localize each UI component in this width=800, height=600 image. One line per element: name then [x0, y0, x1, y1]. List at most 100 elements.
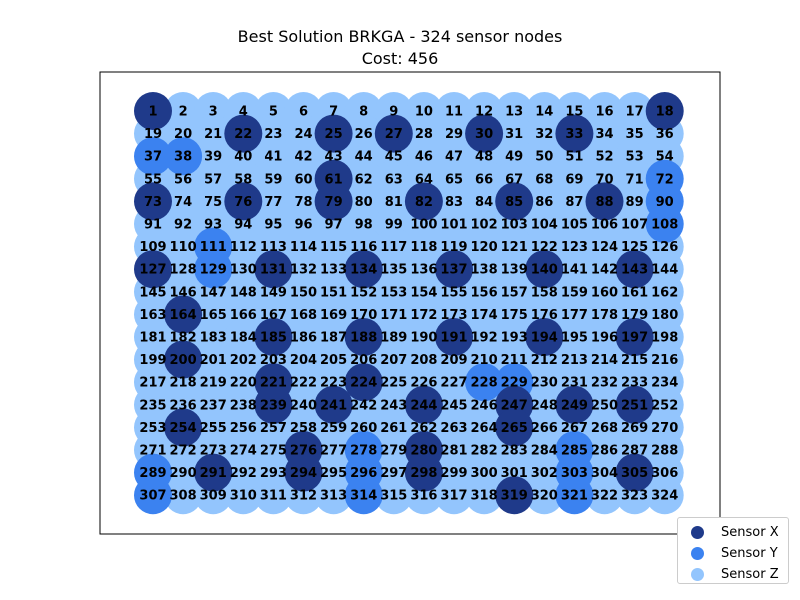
sensor-node-38 [164, 137, 203, 176]
sensor-label-256: 256 [230, 421, 257, 436]
sensor-label-250: 250 [591, 398, 618, 413]
sensor-label-191: 191 [440, 331, 467, 346]
sensor-label-155: 155 [440, 285, 467, 300]
sensor-label-89: 89 [626, 195, 644, 210]
sensor-label-175: 175 [501, 308, 528, 323]
sensor-node-164 [164, 295, 203, 334]
sensor-node-108 [645, 205, 684, 243]
sensor-label-297: 297 [380, 466, 407, 481]
sensor-label-272: 272 [170, 444, 197, 459]
sensor-label-246: 246 [471, 398, 498, 413]
sensor-label-183: 183 [200, 331, 227, 346]
sensor-label-195: 195 [561, 331, 588, 346]
sensor-node-140 [525, 250, 564, 289]
sensor-label-151: 151 [320, 285, 347, 300]
sensor-node-228 [465, 363, 504, 402]
sensor-label-44: 44 [355, 150, 373, 165]
sensor-label-36: 36 [656, 127, 674, 142]
sensor-label-282: 282 [471, 444, 498, 459]
sensor-label-123: 123 [561, 240, 588, 255]
legend-marker [691, 526, 704, 539]
sensor-label-136: 136 [410, 263, 437, 278]
sensor-label-56: 56 [174, 172, 192, 187]
sensor-label-269: 269 [621, 421, 648, 436]
sensor-label-60: 60 [294, 172, 312, 187]
sensor-label-38: 38 [174, 150, 192, 165]
sensor-label-13: 13 [505, 105, 523, 120]
sensor-node-239 [254, 385, 293, 424]
sensor-label-314: 314 [350, 489, 377, 504]
sensor-label-267: 267 [561, 421, 588, 436]
sensor-label-39: 39 [204, 150, 222, 165]
sensor-label-72: 72 [656, 172, 674, 187]
sensor-label-64: 64 [415, 172, 433, 187]
sensor-label-204: 204 [290, 353, 317, 368]
sensor-label-233: 233 [621, 376, 648, 391]
sensor-label-194: 194 [531, 331, 558, 346]
sensor-label-133: 133 [320, 263, 347, 278]
sensor-label-16: 16 [595, 105, 613, 120]
sensor-label-260: 260 [350, 421, 377, 436]
sensor-label-109: 109 [139, 240, 166, 255]
sensor-label-153: 153 [380, 285, 407, 300]
sensor-label-234: 234 [651, 376, 678, 391]
sensor-label-95: 95 [264, 218, 282, 233]
sensor-label-227: 227 [440, 376, 467, 391]
sensor-label-27: 27 [385, 127, 403, 142]
sensor-label-294: 294 [290, 466, 317, 481]
sensor-label-50: 50 [535, 150, 553, 165]
sensor-label-208: 208 [410, 353, 437, 368]
sensor-label-255: 255 [200, 421, 227, 436]
sensor-label-125: 125 [621, 240, 648, 255]
sensor-label-86: 86 [535, 195, 553, 210]
sensor-label-182: 182 [170, 331, 197, 346]
sensor-node-315 [374, 476, 413, 515]
sensor-label-122: 122 [531, 240, 558, 255]
sensor-label-322: 322 [591, 489, 618, 504]
sensor-label-239: 239 [260, 398, 287, 413]
sensor-label-251: 251 [621, 398, 648, 413]
sensor-label-318: 318 [471, 489, 498, 504]
sensor-label-85: 85 [505, 195, 523, 210]
sensor-label-48: 48 [475, 150, 493, 165]
sensor-label-76: 76 [234, 195, 252, 210]
sensor-label-40: 40 [234, 150, 252, 165]
sensor-node-143 [615, 250, 654, 289]
sensor-label-178: 178 [591, 308, 618, 323]
sensor-label-23: 23 [264, 127, 282, 142]
sensor-label-78: 78 [294, 195, 312, 210]
sensor-label-106: 106 [591, 218, 618, 233]
sensor-label-124: 124 [591, 240, 618, 255]
sensor-label-212: 212 [531, 353, 558, 368]
sensor-label-289: 289 [139, 466, 166, 481]
sensor-label-126: 126 [651, 240, 678, 255]
sensor-label-144: 144 [651, 263, 678, 278]
sensor-label-62: 62 [355, 172, 373, 187]
sensor-label-166: 166 [230, 308, 257, 323]
sensor-node-308 [164, 476, 203, 515]
sensor-node-18 [645, 92, 684, 130]
sensor-node-200 [164, 340, 203, 379]
sensor-label-57: 57 [204, 172, 222, 187]
sensor-label-310: 310 [230, 489, 257, 504]
sensor-label-8: 8 [359, 105, 368, 120]
sensor-label-278: 278 [350, 444, 377, 459]
sensor-label-141: 141 [561, 263, 588, 278]
sensor-label-210: 210 [471, 353, 498, 368]
sensor-node-197 [615, 318, 654, 356]
sensor-label-241: 241 [320, 398, 347, 413]
sensor-node-241 [314, 385, 353, 424]
sensor-node-134 [344, 250, 383, 289]
sensor-label-2: 2 [179, 105, 188, 120]
sensor-label-35: 35 [626, 127, 644, 142]
sensor-label-169: 169 [320, 308, 347, 323]
sensor-label-102: 102 [471, 218, 498, 233]
sensor-node-79 [314, 182, 353, 221]
sensor-label-9: 9 [389, 105, 398, 120]
sensor-label-96: 96 [294, 218, 312, 233]
sensor-node-82 [404, 182, 443, 221]
sensor-node-254 [164, 408, 203, 447]
sensor-label-70: 70 [595, 172, 613, 187]
sensor-label-108: 108 [651, 218, 678, 233]
